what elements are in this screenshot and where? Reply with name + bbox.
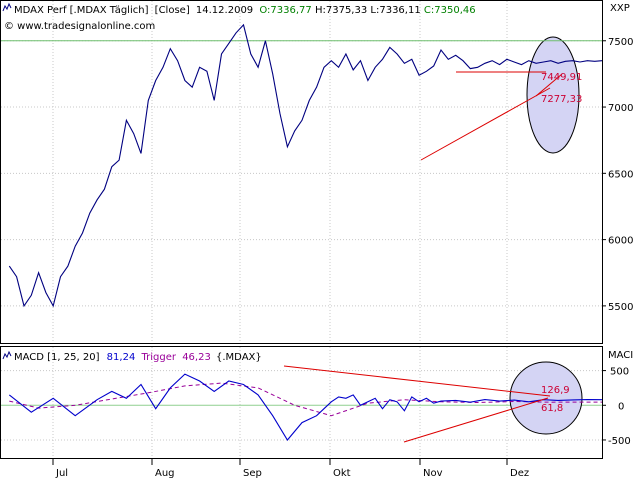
macd-resistance-line	[283, 365, 551, 397]
price-ytick-7000: 7000	[608, 103, 633, 114]
watermark: © www.tradesignalonline.com	[4, 21, 155, 32]
trigger-series-line	[9, 382, 602, 417]
price-ytick-5500: 5500	[608, 302, 633, 313]
price-y-axis: 5500 6000 6500 7000 7500	[602, 37, 633, 313]
header-high: H:7375,33	[315, 5, 367, 16]
macd-header-line: MACD [1, 25, 20] 81,24 Trigger 46,23 {.M…	[14, 352, 262, 363]
price-axis-label: XXP	[610, 3, 630, 14]
price-annotation-lower: 7277,33	[541, 94, 582, 105]
price-ytick-6500: 6500	[608, 169, 633, 180]
price-ytick-6000: 6000	[608, 236, 633, 247]
x-tick-Aug: Aug	[155, 468, 175, 479]
x-axis: Jul Aug Sep Okt Nov Dez	[52, 459, 529, 479]
price-series-line	[8, 23, 603, 308]
macd-ytick--500: -500	[608, 436, 631, 447]
price-highlight-ellipse	[526, 36, 580, 154]
macd-highlight-ellipse	[509, 361, 583, 435]
header-line: MDAX Perf [.MDAX Täglich] [Close] 14.12.…	[14, 5, 476, 16]
macd-annotation-lower: 61,8	[541, 403, 563, 414]
x-tick-Sep: Sep	[243, 468, 262, 479]
macd-icon	[2, 350, 12, 360]
trigger-label: Trigger	[141, 352, 177, 363]
macd-axis-label: MACI	[608, 350, 633, 361]
macd-title: MACD [1, 25, 20]	[14, 352, 100, 363]
price-support-line	[420, 87, 551, 161]
macd-y-axis: -500 0 500	[602, 367, 631, 447]
x-tick-Jul: Jul	[55, 468, 68, 479]
macd-grid	[1, 347, 602, 458]
x-tick-Nov: Nov	[423, 468, 443, 479]
macd-value: 81,24	[107, 352, 136, 363]
header-close: C:7350,46	[424, 5, 476, 16]
price-trendlines	[420, 71, 563, 161]
x-tick-Okt: Okt	[333, 468, 351, 479]
header-low: L:7336,11	[370, 5, 420, 16]
macd-series-line	[8, 373, 603, 441]
header-instrument: MDAX Perf [.MDAX Täglich]	[14, 5, 149, 16]
macd-ytick-500: 500	[610, 367, 629, 378]
price-ytick-7500: 7500	[608, 37, 633, 48]
header-mode: [Close]	[155, 5, 190, 16]
macd-symbol: {.MDAX}	[216, 352, 262, 363]
price-icon	[2, 2, 12, 12]
price-panel-frame	[0, 0, 603, 344]
header-date: 14.12.2009	[196, 5, 253, 16]
macd-support-line	[403, 397, 549, 443]
header-open: O:7336,77	[259, 5, 311, 16]
price-annotation-upper: 7449,91	[541, 72, 582, 83]
macd-ytick-0: 0	[618, 401, 624, 412]
macd-annotation-upper: 126,9	[541, 385, 570, 396]
x-tick-Dez: Dez	[510, 468, 529, 479]
price-short-trendline	[535, 73, 563, 97]
macd-trendlines	[283, 365, 551, 443]
trigger-value: 46,23	[182, 352, 211, 363]
